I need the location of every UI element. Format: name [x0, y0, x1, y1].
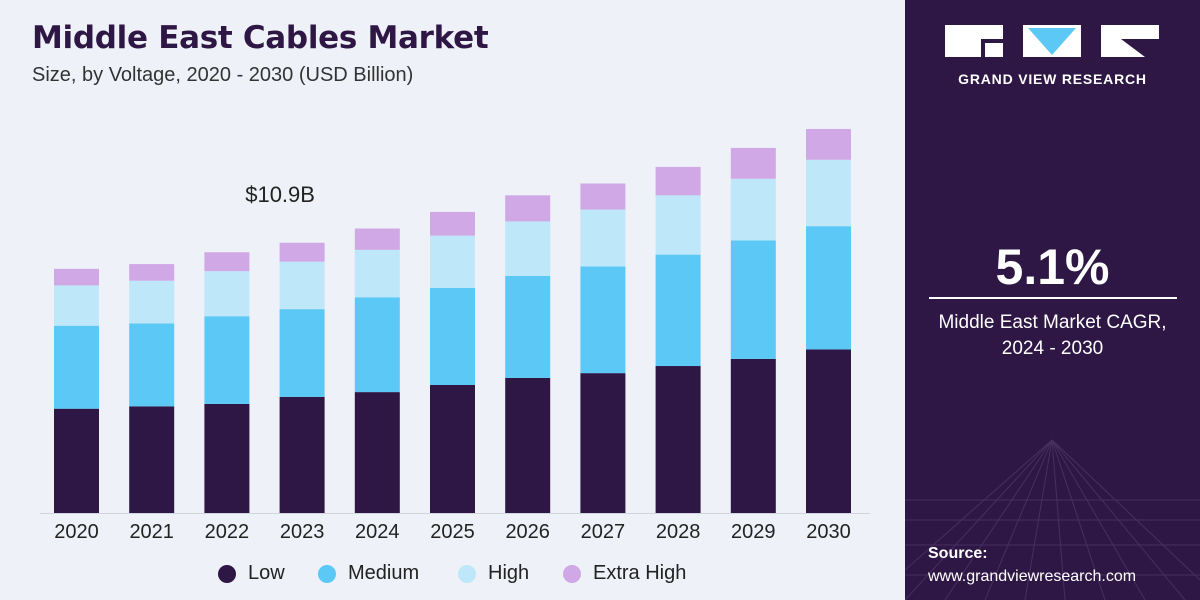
bar-segment-2027-high: [580, 209, 626, 267]
bar-segment-2023-extra-high: [279, 242, 325, 262]
bar-segment-2024-extra-high: [354, 228, 400, 250]
bar-segment-2028-low: [655, 366, 701, 513]
cagr-label-line2: 2024 - 2030: [1001, 338, 1104, 359]
x-tick-label: 2025: [430, 521, 475, 543]
bar-segment-2030-low: [806, 349, 851, 513]
bar-segment-2020-high: [54, 285, 99, 326]
bar-segment-2021-medium: [129, 323, 175, 407]
bar-segment-2023-low: [279, 396, 325, 513]
bar-segment-2023-high: [279, 261, 325, 310]
bar-segment-2022-high: [204, 271, 250, 317]
legend-label: Medium: [348, 562, 420, 584]
bar-segment-2025-medium: [430, 287, 475, 385]
legend-item-high: High: [458, 562, 529, 585]
x-tick-label: 2021: [129, 521, 174, 543]
bar-segment-2028-high: [655, 195, 701, 255]
x-tick-label: 2024: [355, 521, 400, 543]
cagr-label: Middle East Market CAGR, 2024 - 2030: [905, 310, 1200, 362]
bar-segment-2024-medium: [354, 297, 400, 393]
legend-label: Low: [248, 562, 285, 584]
legend-label: High: [488, 562, 530, 584]
bar-segment-2024-high: [354, 249, 400, 298]
bar-segment-2026-extra-high: [505, 195, 551, 222]
bar-segment-2021-high: [129, 280, 175, 324]
brand-name: GRAND VIEW RESEARCH: [958, 71, 1147, 87]
bar-segment-2027-extra-high: [580, 183, 626, 210]
bar-segment-2030-medium: [806, 226, 851, 350]
bar-segment-2021-low: [129, 406, 175, 513]
x-tick-label: 2020: [54, 521, 99, 543]
bar-segment-2027-medium: [580, 266, 626, 374]
bar-segment-2022-low: [204, 403, 250, 513]
legend-swatch: [458, 564, 476, 583]
x-tick-label: 2029: [731, 521, 776, 543]
chart-panel: Middle East Cables Market Size, by Volta…: [0, 20, 905, 590]
brand-sidebar: GRAND VIEW RESEARCH 5.1% Middle East Mar…: [905, 0, 1200, 600]
bar-segment-2028-extra-high: [655, 166, 701, 196]
bar-segment-2030-high: [806, 159, 851, 227]
legend-swatch: [218, 564, 236, 583]
x-tick-label: 2027: [581, 521, 626, 543]
chart-subtitle: Size, by Voltage, 2020 - 2030 (USD Billi…: [32, 64, 414, 86]
gvr-logo-icon: [945, 25, 1159, 57]
bar-segment-2021-extra-high: [129, 264, 175, 281]
bar-segment-2022-medium: [204, 316, 250, 404]
bar-segment-2025-extra-high: [430, 211, 475, 236]
decorative-grid: [905, 439, 1200, 600]
x-tick-label: 2026: [505, 521, 550, 543]
chart-legend: Low Medium High Extra High: [0, 562, 905, 590]
x-tick-label: 2030: [806, 521, 851, 543]
cagr-divider: [929, 297, 1177, 299]
bar-segment-2025-low: [430, 384, 475, 513]
chart-title: Middle East Cables Market: [32, 20, 489, 56]
legend-item-extra-high: Extra High: [563, 562, 686, 585]
bar-segment-2027-low: [580, 373, 626, 513]
bar-segment-2029-low: [730, 358, 776, 513]
bar-segment-2023-medium: [279, 309, 325, 397]
bar-segment-2029-high: [730, 178, 776, 241]
legend-swatch: [318, 564, 336, 583]
bar-segment-2022-extra-high: [204, 252, 250, 272]
bar-segment-2020-low: [54, 408, 99, 513]
bar-segment-2024-low: [354, 392, 400, 513]
bar-segment-2025-high: [430, 235, 475, 288]
bar-segment-2026-medium: [505, 275, 551, 378]
value-annotation: $10.9B: [245, 182, 315, 207]
bar-segment-2020-extra-high: [54, 268, 99, 286]
legend-swatch: [563, 564, 581, 583]
legend-item-low: Low: [218, 562, 285, 585]
bar-segment-2029-medium: [730, 240, 776, 359]
source-url[interactable]: www.grandviewresearch.com: [928, 568, 1137, 585]
bar-segment-2026-low: [505, 377, 551, 513]
legend-label: Extra High: [593, 562, 687, 584]
x-tick-label: 2022: [205, 521, 250, 543]
cagr-value: 5.1%: [995, 239, 1110, 295]
source-label: Source:: [928, 545, 988, 562]
cagr-label-line1: Middle East Market CAGR,: [938, 312, 1167, 333]
bar-segment-2026-high: [505, 221, 551, 276]
bar-segment-2030-extra-high: [806, 128, 851, 160]
bar-segment-2028-medium: [655, 254, 701, 367]
legend-item-medium: Medium: [318, 562, 419, 585]
stacked-bar-chart: 2020 2021 2022 2023 $10.9B 2024 2025 2026 2027 20…: [40, 128, 870, 543]
bar-segment-2029-extra-high: [730, 147, 776, 179]
x-tick-label: 2023: [280, 521, 325, 543]
x-tick-label: 2028: [656, 521, 701, 543]
bar-segment-2020-medium: [54, 325, 99, 409]
